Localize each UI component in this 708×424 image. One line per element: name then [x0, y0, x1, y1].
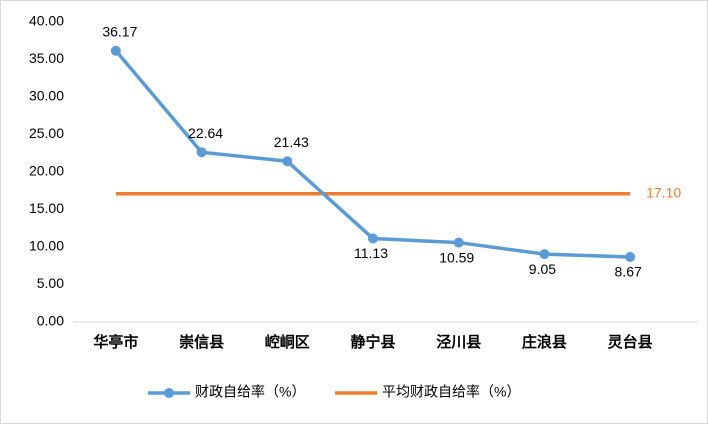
y-tick-label: 10.00: [29, 238, 64, 254]
x-tick-label: 华亭市: [93, 333, 138, 351]
x-tick-label: 静宁县: [350, 333, 395, 351]
data-point: [539, 249, 550, 260]
data-label: 10.59: [439, 249, 474, 265]
data-point: [196, 147, 207, 158]
legend-label: 财政自给率（%）: [195, 384, 305, 400]
x-tick-label: 崆峒区: [265, 333, 310, 351]
y-tick-label: 15.00: [29, 200, 64, 216]
legend-label: 平均财政自给率（%）: [382, 384, 520, 400]
x-tick-label: 泾川县: [436, 333, 481, 351]
x-tick-label: 灵台县: [608, 333, 653, 351]
y-tick-label: 35.00: [29, 50, 64, 66]
data-point: [453, 237, 464, 248]
data-point: [625, 251, 636, 262]
y-tick-label: 20.00: [29, 163, 64, 179]
x-tick-label: 崇信县: [179, 333, 224, 351]
data-label: 9.05: [529, 261, 556, 277]
data-label: 22.64: [188, 125, 223, 141]
data-point: [110, 45, 121, 56]
data-label: 36.17: [102, 23, 137, 39]
data-label: 11.13: [354, 245, 388, 261]
y-tick-label: 25.00: [29, 125, 64, 141]
data-point: [282, 156, 293, 167]
legend-marker: [164, 388, 174, 398]
y-tick-label: 0.00: [37, 313, 64, 329]
x-tick-label: 庄浪县: [522, 333, 567, 351]
data-label: 17.10: [646, 184, 681, 200]
y-tick-label: 5.00: [37, 275, 64, 291]
data-label: 21.43: [274, 134, 309, 150]
data-label: 8.67: [615, 264, 642, 280]
data-point: [368, 233, 378, 244]
y-tick-label: 40.00: [29, 13, 64, 29]
y-tick-label: 30.00: [29, 88, 64, 104]
